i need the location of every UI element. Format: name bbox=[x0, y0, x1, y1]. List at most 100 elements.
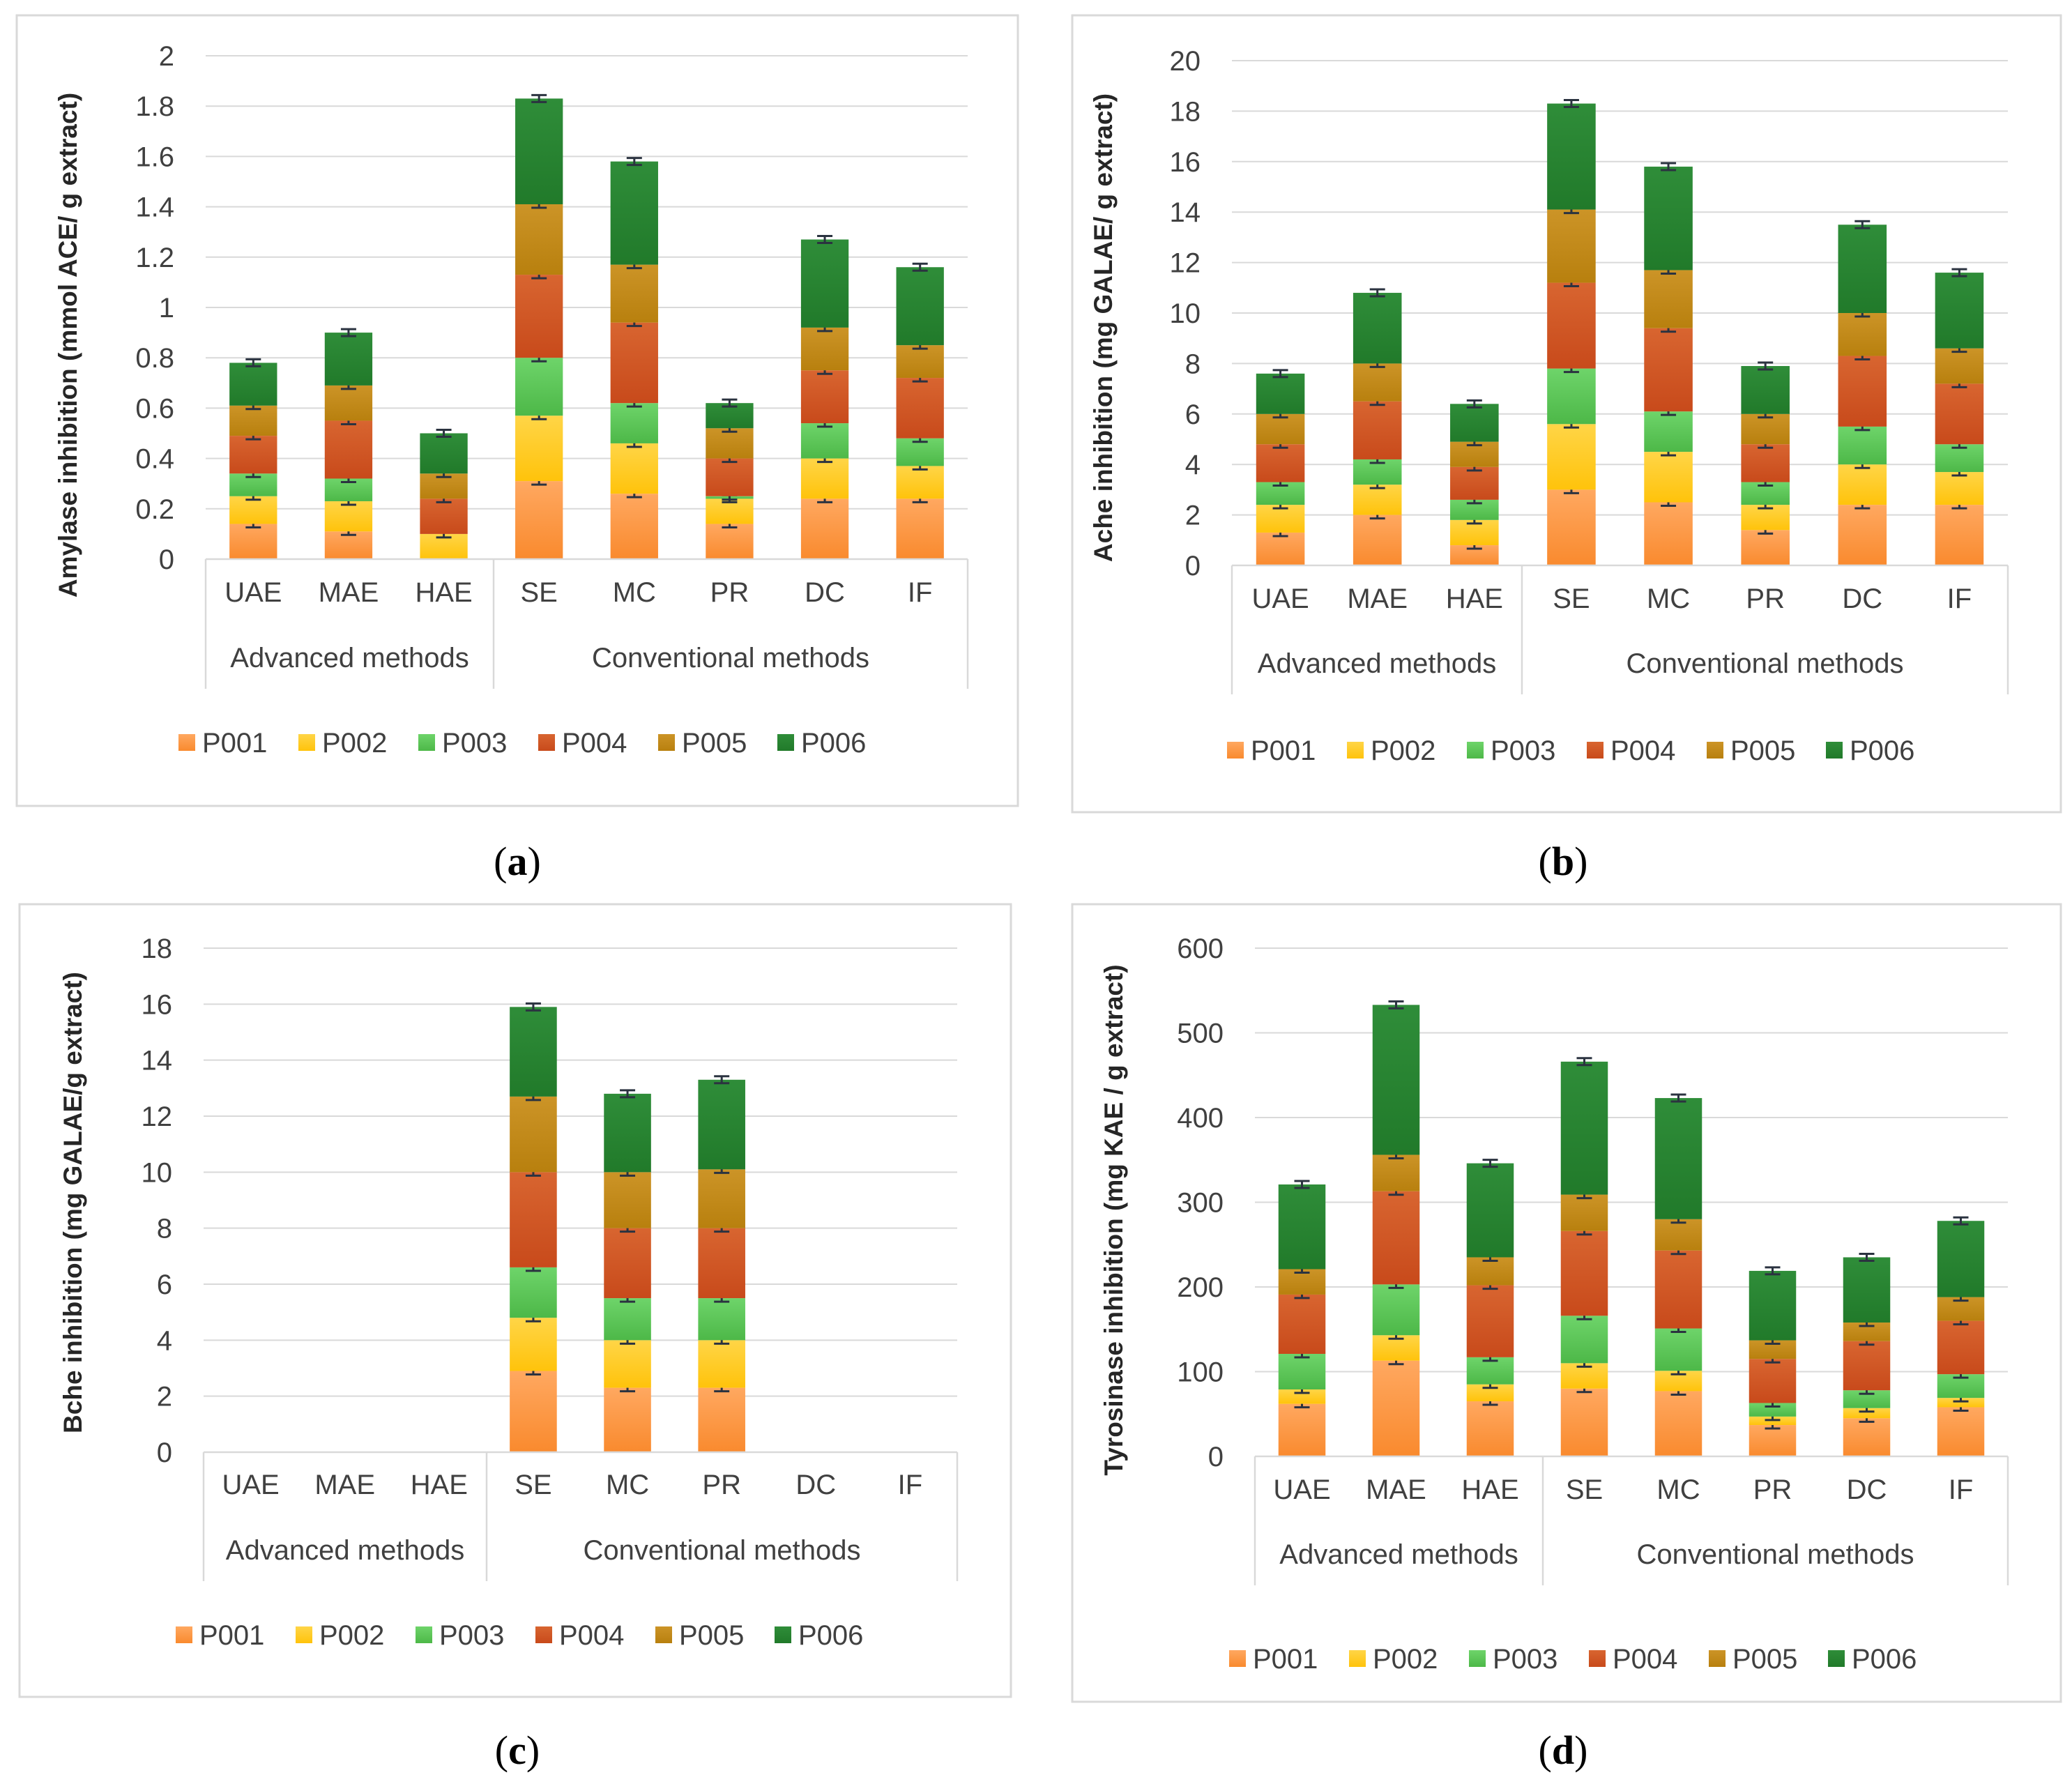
panel-b-bar-p006-mae bbox=[1353, 293, 1402, 364]
panel-c: 0 2 4 6 8 10 12 14 16 18 UAE MAE HAE SE MC PR DC IF Advanc… bbox=[18, 903, 1012, 1773]
panel-a-bar-p005-mc bbox=[610, 264, 658, 323]
panel-b-bar-p005-mae bbox=[1353, 363, 1402, 402]
panel-c-y-tick-label: 0 bbox=[157, 1438, 172, 1468]
panel-a-error-bar bbox=[912, 262, 928, 272]
panel-d-error-bar bbox=[1670, 1093, 1686, 1103]
panel-b-legend-swatch bbox=[1227, 742, 1244, 759]
panel-b-bar-p002-se bbox=[1547, 424, 1596, 490]
panel-a-bar-p006-se bbox=[515, 98, 563, 204]
panel-a-error-bar bbox=[436, 429, 452, 438]
panel-d-x-tick-label: MC bbox=[1656, 1474, 1700, 1505]
panel-b-x-tick-label: UAE bbox=[1251, 584, 1309, 614]
panel-d-error-bar bbox=[1859, 1252, 1875, 1262]
panel-d-error-bar bbox=[1388, 1000, 1404, 1009]
panel-c-bar-p005-pr bbox=[698, 1169, 745, 1228]
panel-b-error-bar bbox=[1563, 99, 1579, 109]
panel-b-bar-p001-se bbox=[1547, 489, 1596, 565]
panel-b-bar-p006-mc bbox=[1644, 167, 1693, 270]
panel-a-legend: P001 P002 P003 P004 P005 P006 bbox=[178, 728, 866, 759]
panel-a-bar-p001-mae bbox=[324, 531, 373, 559]
panel-d-y-tick-label: 500 bbox=[1177, 1019, 1224, 1049]
panel-d-bar-p001-mc bbox=[1654, 1391, 1702, 1456]
panel-b-y-tick-label: 20 bbox=[1170, 46, 1201, 77]
panel-b-y-tick-label: 8 bbox=[1185, 349, 1201, 379]
panel-b-legend-label: P001 bbox=[1251, 736, 1316, 766]
panel-d-bar-p002-uae bbox=[1278, 1389, 1326, 1404]
panel-d-bar-p003-mc bbox=[1654, 1328, 1702, 1371]
panel-d-bar-p001-pr bbox=[1749, 1425, 1797, 1456]
panel-a-bar-p005-if bbox=[896, 345, 944, 379]
panel-a-x-tick-label: HAE bbox=[415, 577, 472, 608]
panel-b-bar-p002-if bbox=[1935, 472, 1984, 505]
panel-a-bar-p005-se bbox=[515, 204, 563, 275]
panel-c-bar-p004-mc bbox=[604, 1228, 651, 1299]
panel-b-legend-swatch bbox=[1467, 742, 1484, 759]
panel-d-axis: 0 100 200 300 400 500 600 UAE MAE HAE SE MC PR DC IF Ad… bbox=[1177, 933, 2009, 1585]
panel-d-bar-p006-mc bbox=[1654, 1098, 1702, 1219]
panel-d-bar-p001-mae bbox=[1372, 1360, 1420, 1456]
panel-c-group-label: Advanced methods bbox=[226, 1535, 464, 1566]
panel-b: 0 2 4 6 8 10 12 14 16 18 20 UAE MAE HAE SE MC PR DC IF Adva… bbox=[1071, 14, 2062, 884]
panel-d-group-label: Conventional methods bbox=[1636, 1539, 1914, 1570]
panel-a-group-label: Advanced methods bbox=[230, 643, 469, 673]
panel-c-bar-p005-se bbox=[510, 1096, 557, 1173]
panel-c-x-tick-label: MC bbox=[606, 1470, 649, 1500]
panel-d-x-tick-label: DC bbox=[1847, 1474, 1887, 1505]
panel-a-legend-label: P003 bbox=[442, 728, 507, 759]
panel-b-y-tick-label: 10 bbox=[1170, 298, 1201, 329]
panel-a-x-tick-label: IF bbox=[908, 577, 933, 608]
panel-d-bar-p001-hae bbox=[1466, 1401, 1514, 1456]
panel-a-legend-label: P004 bbox=[562, 728, 627, 759]
panel-d: 0 100 200 300 400 500 600 UAE MAE HAE SE MC PR DC IF Ad… bbox=[1071, 903, 2062, 1773]
panel-b-group-label: Advanced methods bbox=[1258, 648, 1496, 679]
panel-d-bar-p003-mae bbox=[1372, 1284, 1420, 1336]
panel-a-error-bar bbox=[817, 235, 833, 245]
panel-d-legend-label: P002 bbox=[1373, 1644, 1438, 1675]
panel-b-bar-p005-mc bbox=[1644, 270, 1693, 328]
panel-c-y-tick-label: 8 bbox=[157, 1214, 172, 1244]
panel-d-y-tick-label: 600 bbox=[1177, 933, 1224, 964]
panel-c-legend-label: P005 bbox=[679, 1620, 744, 1651]
panel-d-y-axis-label: Tyrosinase inhibition (mg KAE / g extrac… bbox=[1099, 964, 1128, 1475]
panel-b-x-tick-label: PR bbox=[1746, 584, 1785, 614]
panel-a-legend-label: P005 bbox=[682, 728, 747, 759]
panel-a-legend-label: P002 bbox=[322, 728, 387, 759]
panel-c-legend-label: P003 bbox=[439, 1620, 504, 1651]
panel-a-bar-p004-se bbox=[515, 275, 563, 358]
panel-d-caption: (d) bbox=[1539, 1728, 1588, 1773]
panel-c-legend-swatch bbox=[416, 1626, 432, 1643]
panel-a-group-label: Conventional methods bbox=[592, 643, 869, 673]
panel-d-legend-label: P006 bbox=[1852, 1644, 1917, 1675]
panel-d-bar-p006-if bbox=[1937, 1221, 1985, 1297]
panel-a-bar-p005-mae bbox=[324, 385, 373, 421]
panel-b-x-tick-label: MC bbox=[1647, 584, 1690, 614]
panel-d-bar-p004-mc bbox=[1654, 1250, 1702, 1329]
panel-d-y-tick-label: 400 bbox=[1177, 1103, 1224, 1134]
panel-b-x-tick-label: HAE bbox=[1446, 584, 1503, 614]
panel-c-legend-label: P002 bbox=[319, 1620, 384, 1651]
panel-b-y-tick-label: 16 bbox=[1170, 147, 1201, 178]
panel-c-legend-swatch bbox=[296, 1626, 312, 1643]
panel-c-x-tick-label: UAE bbox=[222, 1470, 279, 1500]
panel-c-legend-swatch bbox=[176, 1626, 192, 1643]
panel-b-legend-swatch bbox=[1347, 742, 1364, 759]
panel-d-bar-p006-se bbox=[1560, 1061, 1608, 1195]
panel-b-y-tick-label: 2 bbox=[1185, 501, 1201, 531]
panel-c-y-axis-label: Bche inhibition (mg GALAE/g extract) bbox=[59, 972, 87, 1433]
panel-b-bar-p003-dc bbox=[1838, 426, 1887, 465]
panel-d-bar-p006-mae bbox=[1372, 1005, 1420, 1155]
panel-c-gridlines bbox=[204, 947, 957, 1397]
panel-c-bar-p004-se bbox=[510, 1172, 557, 1267]
panel-a-x-tick-label: PR bbox=[710, 577, 749, 608]
panel-b-bar-p004-mc bbox=[1644, 328, 1693, 412]
panel-d-y-tick-label: 100 bbox=[1177, 1357, 1224, 1388]
panel-b-legend-label: P005 bbox=[1730, 736, 1795, 766]
panel-c-bar-p002-pr bbox=[698, 1340, 745, 1388]
panel-c-legend: P001 P002 P003 P004 P005 P006 bbox=[176, 1620, 863, 1651]
panel-c-error-bar bbox=[525, 1002, 541, 1012]
panel-a-bar-p001-if bbox=[896, 498, 944, 559]
panel-a-legend-swatch bbox=[298, 734, 315, 751]
panel-d-bar-p002-if bbox=[1937, 1398, 1985, 1408]
panel-b-bar-p001-mae bbox=[1353, 515, 1402, 565]
panel-d-x-tick-label: PR bbox=[1753, 1474, 1792, 1505]
